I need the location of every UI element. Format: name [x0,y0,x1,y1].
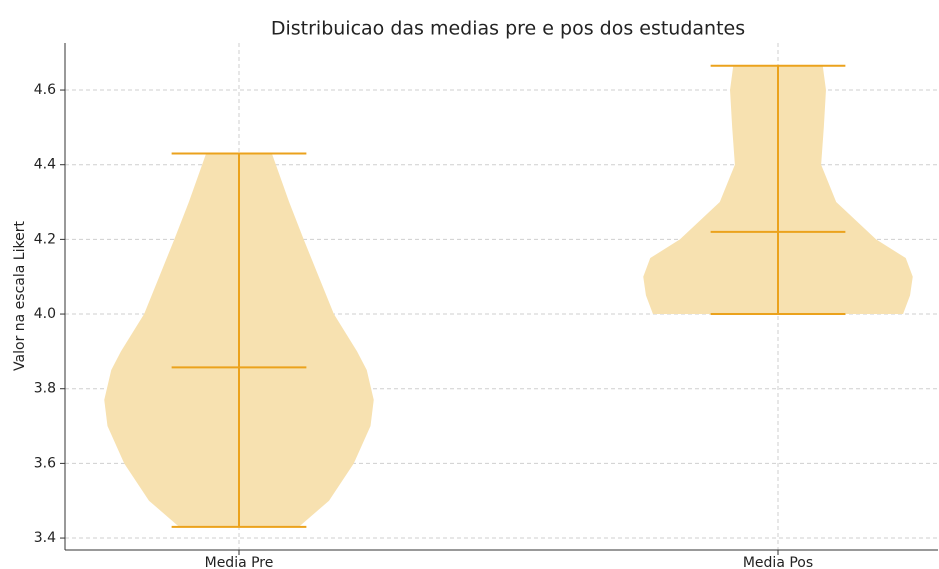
y-tick-label: 4.2 [34,231,56,247]
y-tick-label: 3.4 [34,530,56,546]
y-tick-label: 4.4 [34,157,56,173]
chart-title: Distribuicao das medias pre e pos dos es… [271,18,745,40]
y-axis-label: Valor na escala Likert [12,221,28,371]
y-tick-label: 3.8 [34,381,56,397]
x-tick-label: Media Pre [205,555,274,569]
x-tick-label: Media Pos [743,555,813,569]
y-tick-label: 3.6 [34,455,56,471]
y-tick-label: 4.6 [34,82,56,98]
y-tick-label: 4.0 [34,306,56,322]
